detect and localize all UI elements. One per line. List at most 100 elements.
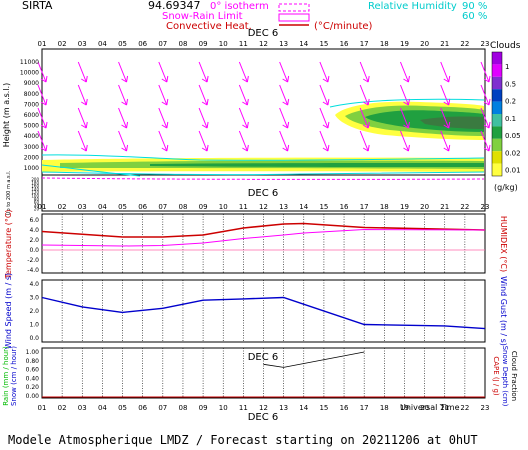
- swatch-snow-rain: [278, 13, 310, 22]
- colorbar-swatch: [492, 76, 502, 90]
- wind-arrow-head: [403, 121, 410, 129]
- x-tick-label: 02: [58, 40, 67, 48]
- wind-arrow-head: [483, 121, 491, 129]
- wind-arrow: [77, 130, 87, 152]
- x-tick-label: 21: [440, 203, 449, 211]
- y-tick: 0.0: [29, 247, 39, 254]
- x-tick-label: 23: [481, 203, 490, 211]
- y-tick: 4.0: [29, 227, 39, 234]
- colorbar-swatch: [492, 163, 502, 176]
- wind-arrow: [440, 84, 450, 106]
- x-ticks-mid: 01 02 03 04 05 06 07 08 09 10 11 12 13 14 15 16 17 18 19 20…: [38, 203, 490, 211]
- colorbar-tick: 1: [505, 63, 509, 71]
- y-tick: 4.0: [29, 281, 39, 288]
- colorbar-tick: 0.1: [505, 115, 516, 123]
- wind-arrow: [359, 84, 369, 106]
- x-tick-label: 13: [279, 40, 288, 48]
- colorbar-swatch: [492, 151, 502, 164]
- wind-arrow-head: [443, 98, 451, 106]
- wind-arrow: [480, 84, 490, 106]
- wind-arrow: [440, 130, 450, 152]
- cloudfrac-ylabel: Cloud Fraction: [510, 351, 518, 401]
- x-tick-label: 22: [460, 40, 469, 48]
- cloud-y-tick-lower: 60: [34, 200, 40, 205]
- wind-arrow-head: [121, 121, 129, 129]
- x-tick-label: 13: [279, 203, 288, 211]
- x-tick-label: 19: [400, 40, 409, 48]
- cloud-y-tick-lower: 200: [31, 177, 39, 182]
- wind-arrow-head: [282, 144, 290, 152]
- cloud-y-tick: 11000: [20, 59, 39, 66]
- x-tick-label: 06: [138, 404, 147, 412]
- x-tick-label: 20: [420, 40, 429, 48]
- wind-speed-line: [41, 296, 486, 330]
- y-tick: 0.80: [26, 358, 40, 365]
- wind-arrow: [118, 84, 128, 106]
- x-tick-label: 02: [58, 404, 67, 412]
- x-tick-label: 20: [420, 404, 429, 412]
- site-name: SIRTA: [22, 0, 53, 12]
- wind-arrow-head: [242, 121, 249, 129]
- wind-arrow: [319, 61, 329, 83]
- wind-y-ticks: 4.0 3.0 2.0 1.0 0.0: [29, 281, 39, 342]
- y-tick: 3.0: [29, 295, 39, 302]
- wind-arrow: [198, 130, 208, 152]
- gust-ylabel: Wind Gust (m / s): [499, 276, 508, 346]
- wind-arrow: [279, 61, 289, 83]
- x-tick-label: 19: [400, 404, 409, 412]
- y-tick: 1.0: [29, 322, 39, 329]
- wind-arrow-head: [242, 98, 249, 106]
- wind-arrow: [77, 61, 87, 83]
- legend-rh: Relative Humidity: [368, 1, 457, 12]
- wind-arrow-head: [483, 75, 491, 83]
- low-cloud-005: [150, 163, 484, 167]
- wind-arrow-head: [161, 98, 169, 106]
- cloud-y-tick-lower: 20: [34, 207, 40, 212]
- cloud-y-tick-lower: 40: [34, 203, 40, 208]
- precip-grid: [61, 348, 466, 398]
- wind-arrow-head: [40, 121, 48, 129]
- cloud-date-mid: DEC 6: [248, 188, 279, 199]
- wind-arrow: [279, 107, 289, 129]
- wind-arrow: [198, 84, 208, 106]
- wind-arrow: [158, 107, 168, 129]
- y-tick: 6.0: [29, 217, 39, 224]
- wind-arrow-head: [201, 144, 209, 152]
- wind-arrow-head: [201, 121, 209, 129]
- y-tick: -2.0: [27, 257, 39, 264]
- wind-arrow-head: [81, 144, 88, 152]
- colorbar-tick: 0.05: [505, 132, 521, 140]
- wind-arrow-head: [322, 144, 330, 152]
- wind-arrow-head: [40, 98, 48, 106]
- wind-arrow-head: [362, 98, 370, 106]
- x-tick-label: 05: [118, 404, 127, 412]
- temp-ylabel: Temperature (°C): [4, 209, 13, 279]
- wind-arrows: [37, 61, 491, 152]
- wind-arrow-head: [161, 121, 169, 129]
- wind-arrow: [359, 61, 369, 83]
- wind-arrow-head: [161, 75, 169, 83]
- precip-date-top: DEC 6: [248, 352, 279, 363]
- colorbar-swatch: [492, 138, 502, 152]
- cloud-y-tick-lower: 120: [31, 190, 39, 195]
- y-tick: 0.00: [26, 393, 40, 400]
- x-tick-label: 10: [219, 40, 228, 48]
- cloud-y-tick-lower: 100: [31, 194, 39, 199]
- wind-arrow: [158, 130, 168, 152]
- colorbar-swatch: [492, 52, 502, 65]
- cloud-fraction-line: [263, 351, 365, 368]
- x-tick-label: 10: [219, 404, 228, 412]
- wind-arrow-head: [121, 144, 129, 152]
- y-tick: 1.00: [26, 349, 40, 356]
- x-tick-label: 04: [98, 40, 107, 48]
- x-tick-label: 07: [158, 40, 167, 48]
- wind-arrow: [37, 107, 47, 129]
- cloud-ylabel: Height (m a.s.l.): [2, 83, 11, 148]
- wind-arrow-head: [201, 75, 209, 83]
- wind-arrow: [118, 61, 128, 83]
- wind-arrow-head: [242, 144, 249, 152]
- wind-arrow: [480, 130, 490, 152]
- wind-arrow: [198, 61, 208, 83]
- colorbar: 1 0.5 0.2 0.1 0.05 0.02 0.01: [491, 51, 521, 177]
- y-tick: 0.60: [26, 367, 40, 374]
